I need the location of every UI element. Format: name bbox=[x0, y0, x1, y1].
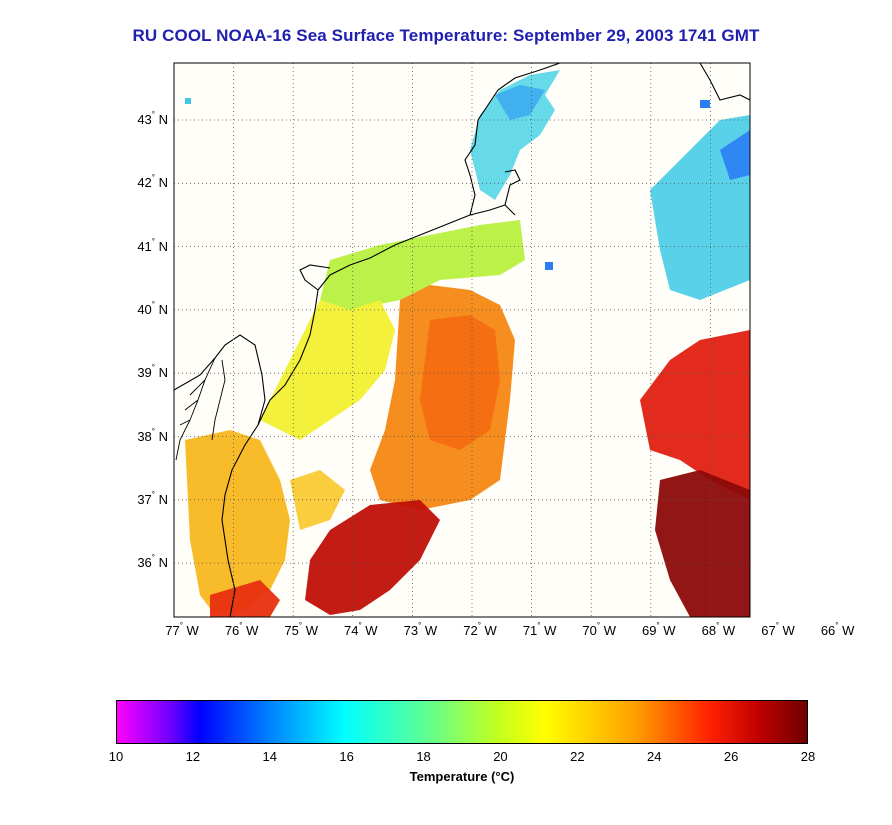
latitude-label: 36° N bbox=[137, 553, 168, 571]
sst-patch-east-red bbox=[640, 330, 750, 500]
longitude-label: 69° W bbox=[642, 621, 676, 638]
longitude-label: 68° W bbox=[701, 621, 736, 638]
colorbar-tick-label: 12 bbox=[185, 749, 201, 764]
colorbar-label: Temperature (°C) bbox=[409, 769, 515, 784]
sst-patch-southeast-red bbox=[210, 580, 280, 617]
sst-patch-slope-orange-2 bbox=[420, 315, 500, 450]
colorbar-tick-label: 20 bbox=[493, 749, 508, 764]
colorbar-tick-label: 10 bbox=[108, 749, 124, 764]
sst-data-layer bbox=[185, 70, 750, 617]
longitude-label: 72° W bbox=[463, 621, 497, 638]
longitude-label: 66° W bbox=[820, 621, 855, 638]
colorbar bbox=[116, 700, 808, 744]
longitude-label: 75° W bbox=[284, 621, 318, 638]
latitude-label: 42° N bbox=[137, 173, 168, 191]
longitude-label: 76° W bbox=[224, 621, 259, 638]
coastline-chesapeake bbox=[175, 357, 226, 461]
sst-patch-gulf-stream bbox=[305, 500, 440, 615]
colorbar-tick-label: 18 bbox=[416, 749, 431, 764]
colorbar-tick-label: 14 bbox=[262, 749, 277, 764]
latitude-label: 37° N bbox=[137, 489, 168, 507]
colorbar-tick-label: 16 bbox=[339, 749, 354, 764]
colorbar-tick-label: 22 bbox=[570, 749, 585, 764]
longitude-label: 67° W bbox=[761, 621, 795, 638]
sst-patch-northeast-blue bbox=[720, 130, 750, 180]
sst-speck bbox=[545, 262, 553, 270]
colorbar-tick-label: 28 bbox=[800, 749, 816, 764]
sst-patch-shelf-yellow bbox=[260, 300, 395, 440]
sst-patch-east-darkred bbox=[655, 470, 750, 617]
sst-speck bbox=[700, 100, 710, 108]
sst-patch-shelf-green bbox=[320, 220, 525, 310]
longitude-label: 73° W bbox=[403, 621, 438, 638]
latitude-label: 41° N bbox=[137, 236, 168, 254]
latitude-label: 40° N bbox=[137, 299, 168, 317]
map-frame bbox=[173, 62, 751, 618]
map-title: RU COOL NOAA-16 Sea Surface Temperature:… bbox=[132, 26, 760, 45]
sst-speck bbox=[185, 98, 191, 104]
sst-patch-gulf-maine-2 bbox=[495, 85, 545, 120]
longitude-label: 71° W bbox=[522, 621, 557, 638]
colorbar-tick-label: 24 bbox=[646, 749, 662, 764]
latitude-label: 43° N bbox=[137, 110, 168, 127]
longitude-label: 77° W bbox=[165, 621, 199, 638]
latitude-label: 39° N bbox=[137, 363, 168, 381]
latitude-label: 38° N bbox=[137, 426, 168, 444]
sst-patch-south-coast bbox=[185, 430, 290, 615]
graticule bbox=[174, 63, 750, 617]
sst-map bbox=[173, 62, 751, 618]
colorbar-tick-label: 26 bbox=[723, 749, 739, 764]
sst-patch-mid-yellow bbox=[290, 470, 345, 530]
longitude-label: 74° W bbox=[344, 621, 378, 638]
longitude-label: 70° W bbox=[582, 621, 616, 638]
